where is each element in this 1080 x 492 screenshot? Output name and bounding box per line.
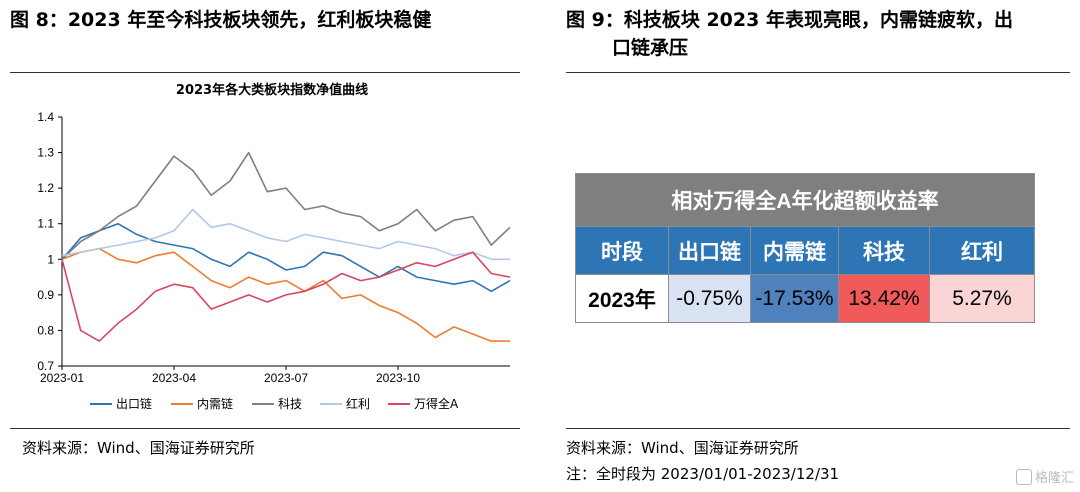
legend-label-1: 内需链 bbox=[197, 396, 233, 411]
figure-8-title: 图 8：2023 年至今科技板块领先，红利板块稳健 bbox=[10, 9, 432, 31]
x-tick-label: 2023-10 bbox=[376, 371, 420, 385]
watermark-text: 格隆汇 bbox=[1034, 471, 1074, 486]
y-tick-label: 1 bbox=[47, 252, 54, 266]
chart-legend: 出口链 内需链 科技 红利 万得全A bbox=[90, 396, 459, 411]
left-source-note: 资料来源：Wind、国海证券研究所 bbox=[22, 439, 255, 457]
header-period: 时段 bbox=[575, 226, 669, 275]
y-tick-label: 1.2 bbox=[37, 181, 54, 195]
header-technology: 科技 bbox=[838, 226, 930, 275]
y-tick-label: 0.7 bbox=[37, 359, 54, 373]
legend-label-0: 出口链 bbox=[116, 396, 152, 411]
figure-9-title-line1: 图 9：科技板块 2023 年表现亮眼，内需链疲软，出 bbox=[566, 9, 1013, 31]
row-period: 2023年 bbox=[575, 274, 669, 323]
watermark-icon bbox=[1015, 469, 1032, 485]
y-tick-label: 1.1 bbox=[37, 217, 54, 231]
header-export-chain: 出口链 bbox=[668, 226, 751, 275]
left-top-rule bbox=[10, 72, 520, 73]
header-domestic-chain: 内需链 bbox=[750, 226, 839, 275]
right-source-note: 资料来源：Wind、国海证券研究所 bbox=[566, 439, 799, 457]
header-dividend: 红利 bbox=[929, 226, 1035, 275]
x-tick-label: 2023-04 bbox=[152, 371, 196, 385]
series-line-2 bbox=[61, 151, 511, 260]
excess-return-table: 相对万得全A年化超额收益率 时段 出口链 内需链 科技 红利 2023年 -0.… bbox=[575, 173, 1035, 323]
y-tick-label: 1.4 bbox=[37, 110, 54, 124]
x-tick-label: 2023-07 bbox=[264, 371, 308, 385]
right-top-rule bbox=[566, 72, 1070, 73]
table-caption: 相对万得全A年化超额收益率 bbox=[575, 173, 1035, 227]
chart-axes: 0.7 0.8 0.9 1 1.1 1.2 1.3 1.4 2023-01 2023-04 2023… bbox=[37, 110, 510, 385]
chart-plot-area bbox=[61, 151, 511, 342]
value-technology: 13.42% bbox=[838, 274, 930, 323]
figure-9-title-line2: 口链承压 bbox=[612, 37, 689, 59]
value-domestic-chain: -17.53% bbox=[750, 274, 839, 323]
series-line-3 bbox=[61, 208, 510, 261]
right-bottom-rule bbox=[566, 428, 1070, 429]
figure-9-title: 图 9：科技板块 2023 年表现亮眼，内需链疲软，出 口链承压 bbox=[566, 6, 1066, 62]
watermark-logo: 格隆汇 bbox=[1015, 467, 1074, 486]
x-tick-label: 2023-01 bbox=[40, 371, 84, 385]
legend-label-3: 红利 bbox=[346, 396, 370, 411]
right-period-note: 注：全时段为 2023/01/01-2023/12/31 bbox=[566, 465, 840, 483]
chart-title: 2023年各大类板块指数净值曲线 bbox=[176, 82, 368, 98]
y-tick-label: 0.9 bbox=[37, 288, 54, 302]
y-tick-label: 0.8 bbox=[37, 323, 54, 337]
series-line-4 bbox=[61, 251, 511, 342]
net-value-line-chart: 2023年各大类板块指数净值曲线 0.7 0.8 0.9 1 1.1 1.2 1.3 1.4 2… bbox=[37, 82, 511, 411]
series-line-1 bbox=[61, 247, 510, 342]
value-export-chain: -0.75% bbox=[668, 274, 751, 323]
left-bottom-rule bbox=[10, 428, 520, 429]
y-tick-label: 1.3 bbox=[37, 146, 54, 160]
legend-label-4: 万得全A bbox=[414, 396, 459, 411]
series-line-0 bbox=[61, 222, 511, 293]
legend-label-2: 科技 bbox=[278, 397, 302, 411]
value-dividend: 5.27% bbox=[929, 274, 1035, 323]
